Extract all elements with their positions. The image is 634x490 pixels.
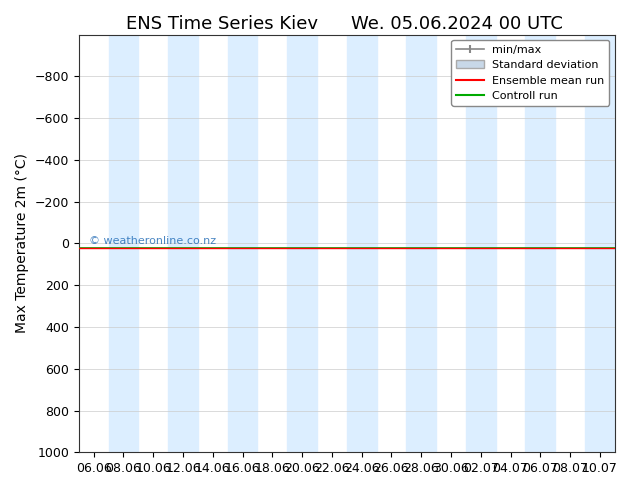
Bar xyxy=(108,35,138,452)
Bar xyxy=(228,35,257,452)
Text: We. 05.06.2024 00 UTC: We. 05.06.2024 00 UTC xyxy=(351,15,562,33)
Bar xyxy=(585,35,615,452)
Bar xyxy=(347,35,377,452)
Bar xyxy=(168,35,198,452)
Legend: min/max, Standard deviation, Ensemble mean run, Controll run: min/max, Standard deviation, Ensemble me… xyxy=(451,40,609,106)
Text: © weatheronline.co.nz: © weatheronline.co.nz xyxy=(89,236,217,246)
Text: ENS Time Series Kiev: ENS Time Series Kiev xyxy=(126,15,318,33)
Bar xyxy=(287,35,317,452)
Y-axis label: Max Temperature 2m (°C): Max Temperature 2m (°C) xyxy=(15,153,29,333)
Bar xyxy=(466,35,496,452)
Bar xyxy=(406,35,436,452)
Bar xyxy=(526,35,555,452)
